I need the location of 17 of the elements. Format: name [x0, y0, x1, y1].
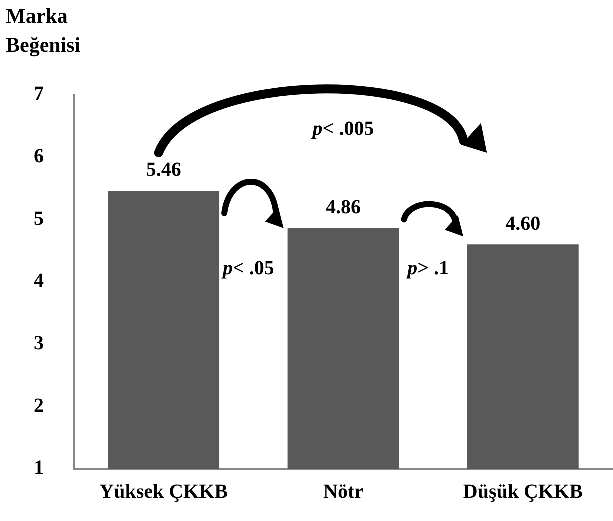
y-tick-label: 3	[34, 332, 44, 355]
data-label: 5.46	[146, 159, 182, 182]
y-tick-label: 5	[34, 208, 44, 230]
annotation: p< .005	[310, 118, 374, 140]
x-tick-label: Nötr	[324, 481, 364, 504]
y-axis-title: Marka Beğenisi	[6, 3, 82, 59]
y-tick-label: 6	[34, 146, 44, 168]
y-tick-label: 4	[34, 270, 44, 292]
x-tick-label: Düşük ÇKKB	[463, 481, 583, 504]
data-label: 4.86	[326, 196, 361, 219]
annotation: p> .1	[406, 258, 450, 280]
y-tick-label: 7	[34, 83, 44, 106]
annotation: p< .05	[220, 258, 274, 280]
y-tick-label: 2	[34, 394, 44, 417]
data-label: 4.60	[506, 212, 541, 235]
y-tick-label: 1	[34, 457, 44, 480]
x-tick-label: Yüksek ÇKKB	[100, 481, 228, 504]
